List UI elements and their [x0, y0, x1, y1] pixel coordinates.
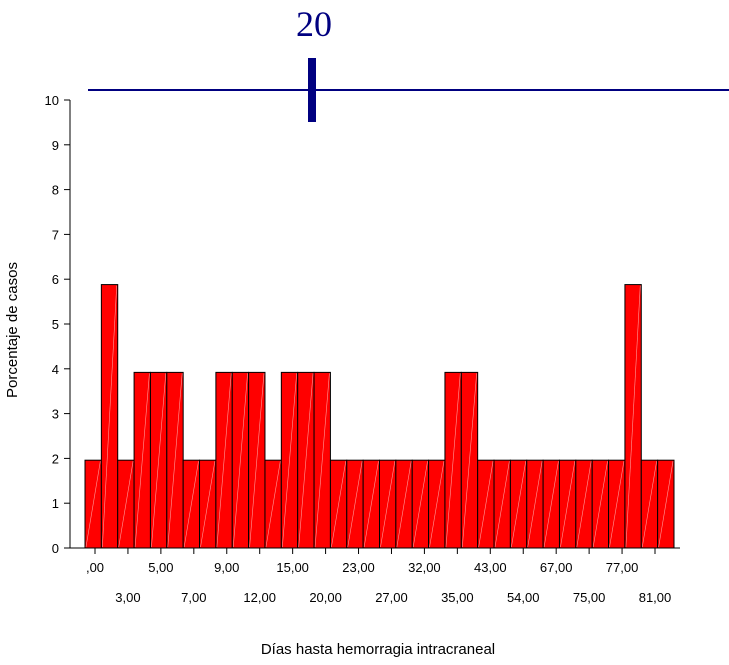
y-axis-ticks: 0 1 2 3 4 5 6 7 8 9 10 [45, 93, 70, 556]
y-tick-label: 10 [45, 93, 59, 108]
bar-shading [445, 373, 461, 548]
bar-shading [560, 461, 576, 548]
bar-shading [494, 461, 510, 548]
y-tick-label: 3 [52, 407, 59, 422]
bar-shading [134, 373, 150, 548]
x-tick-label: 77,00 [606, 560, 639, 575]
x-tick-label: 32,00 [408, 560, 441, 575]
x-tick-label: 54,00 [507, 590, 540, 605]
title-rule-marker [308, 58, 316, 122]
y-tick-label: 8 [52, 183, 59, 198]
bar-shading [183, 461, 199, 548]
bar-shading [592, 461, 608, 548]
x-axis-ticks [94, 548, 656, 554]
bar-shading [576, 461, 592, 548]
x-tick-label: 5,00 [148, 560, 173, 575]
x-tick-label: 9,00 [214, 560, 239, 575]
bar-shading [363, 461, 379, 548]
bar-shading [298, 373, 314, 548]
y-tick-label: 9 [52, 138, 59, 153]
bar-shading [396, 461, 412, 548]
bar-shading [412, 461, 428, 548]
bar-shading [249, 373, 265, 548]
bar-shading [543, 461, 559, 548]
bar-shading [167, 373, 183, 548]
x-tick-label: 43,00 [474, 560, 507, 575]
bar-shading [102, 285, 118, 548]
bar-shading [331, 461, 347, 548]
x-axis-label: Días hasta hemorragia intracraneal [261, 641, 495, 658]
bar-shading [347, 461, 363, 548]
bar-shading [265, 461, 281, 548]
bar-shading [511, 461, 527, 548]
bar-shading [151, 373, 167, 548]
y-tick-label: 0 [52, 541, 59, 556]
y-tick-label: 1 [52, 496, 59, 511]
y-tick-label: 5 [52, 317, 59, 332]
x-tick-label: 7,00 [181, 590, 206, 605]
bar-shading [527, 461, 543, 548]
x-tick-label: 81,00 [639, 590, 672, 605]
x-tick-label: 23,00 [342, 560, 375, 575]
bar-shading [429, 461, 445, 548]
y-tick-label: 6 [52, 272, 59, 287]
slide-title: 20 [296, 4, 332, 44]
bar-shading [216, 373, 232, 548]
bar-shading [462, 373, 477, 548]
bar-shading [85, 461, 101, 548]
x-tick-label: 67,00 [540, 560, 573, 575]
y-axis-label: Porcentaje de casos [4, 262, 21, 398]
x-tick-label: 15,00 [276, 560, 309, 575]
bar-shading [380, 461, 396, 548]
bar-shading [314, 373, 330, 548]
bar-shading [625, 285, 641, 548]
bar-shading [478, 461, 494, 548]
x-tick-label: 20,00 [309, 590, 342, 605]
x-tick-label: 12,00 [243, 590, 276, 605]
bars [84, 284, 675, 549]
x-tick-label: 75,00 [573, 590, 606, 605]
bar-shading [118, 461, 134, 548]
x-tick-label: 35,00 [441, 590, 474, 605]
x-tick-label: ,00 [86, 560, 104, 575]
bar-shading [232, 373, 248, 548]
bar-shading [200, 461, 216, 548]
bar-shading [641, 461, 657, 548]
bar-shading [609, 461, 625, 548]
y-tick-label: 4 [52, 362, 59, 377]
bar-shading [282, 373, 297, 548]
bar-shading [658, 461, 674, 548]
y-tick-label: 7 [52, 227, 59, 242]
y-tick-label: 2 [52, 451, 59, 466]
x-tick-label: 27,00 [375, 590, 408, 605]
x-axis-tick-labels: ,00 3,00 5,00 7,00 9,00 12,0015,0020,0023,002… [86, 560, 671, 605]
x-tick-label: 3,00 [115, 590, 140, 605]
